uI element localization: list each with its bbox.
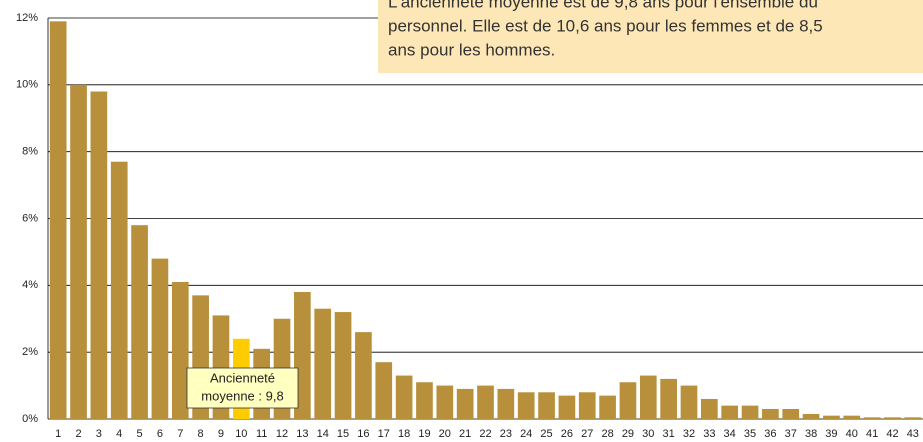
bar	[680, 385, 698, 419]
note-text: L'ancienneté moyenne est de 9,8 ans pour…	[388, 0, 818, 11]
bar	[436, 385, 454, 419]
x-tick-label: 18	[398, 428, 410, 440]
x-tick-label: 3	[96, 428, 102, 440]
x-tick-label: 40	[846, 428, 858, 440]
x-tick-label: 27	[581, 428, 593, 440]
bar	[375, 362, 393, 419]
x-tick-label: 37	[785, 428, 797, 440]
x-tick-label: 41	[866, 428, 878, 440]
bar	[151, 258, 169, 419]
note-text: personnel. Elle est de 10,6 ans pour les…	[388, 16, 823, 35]
x-tick-label: 25	[540, 428, 552, 440]
bar	[171, 281, 189, 419]
x-tick-label: 10	[235, 428, 247, 440]
x-tick-label: 36	[764, 428, 776, 440]
bar	[70, 84, 87, 419]
bar	[721, 405, 739, 419]
x-tick-label: 14	[317, 428, 329, 440]
x-tick-label: 21	[459, 428, 471, 440]
bar	[517, 392, 535, 419]
bar	[762, 408, 779, 419]
x-tick-label: 23	[500, 428, 512, 440]
bar	[843, 415, 861, 419]
x-tick-label: 2	[75, 428, 81, 440]
bar	[599, 395, 616, 419]
bar	[355, 332, 372, 419]
bar	[90, 91, 108, 420]
x-tick-label: 13	[296, 428, 308, 440]
x-tick-label: 6	[157, 428, 163, 440]
y-tick-label: 8%	[22, 146, 38, 158]
bar	[558, 395, 576, 419]
x-tick-label: 20	[439, 428, 451, 440]
bar	[110, 161, 128, 420]
x-tick-label: 15	[337, 428, 349, 440]
x-tick-label: 11	[256, 428, 267, 440]
x-tick-label: 1	[55, 428, 61, 440]
y-tick-label: 4%	[22, 279, 38, 291]
x-tick-label: 8	[198, 428, 204, 440]
annotation-text: Ancienneté	[210, 370, 275, 385]
y-tick-label: 6%	[22, 212, 38, 224]
bar	[314, 308, 332, 419]
x-tick-label: 34	[724, 428, 736, 440]
bar	[639, 375, 657, 419]
bar	[538, 392, 555, 419]
bar	[49, 21, 67, 419]
bar	[802, 413, 820, 419]
bar	[884, 417, 901, 419]
bar	[477, 385, 494, 419]
x-tick-label: 9	[218, 428, 224, 440]
bar	[456, 388, 474, 419]
annotation-box	[186, 367, 299, 409]
x-tick-label: 35	[744, 428, 756, 440]
bar	[782, 408, 800, 419]
x-tick-label: 16	[357, 428, 369, 440]
y-tick-label: 2%	[22, 346, 38, 358]
x-tick-label: 33	[703, 428, 715, 440]
x-tick-label: 43	[907, 428, 919, 440]
bar	[863, 417, 881, 419]
bar	[131, 225, 148, 419]
bar	[619, 382, 637, 419]
bar	[578, 392, 596, 419]
x-tick-label: 7	[177, 428, 183, 440]
bar	[700, 398, 718, 419]
bar	[497, 388, 515, 419]
x-tick-label: 19	[418, 428, 430, 440]
y-tick-label: 0%	[22, 413, 38, 425]
x-tick-label: 31	[663, 428, 675, 440]
bar	[416, 382, 433, 419]
note-text: ans pour les hommes.	[388, 40, 555, 59]
bar	[741, 405, 759, 419]
x-tick-label: 29	[622, 428, 634, 440]
x-tick-label: 5	[137, 428, 143, 440]
annotation-text: moyenne : 9,8	[201, 388, 283, 403]
x-tick-label: 30	[642, 428, 654, 440]
x-tick-label: 26	[561, 428, 573, 440]
bar	[823, 415, 840, 419]
bar	[660, 378, 677, 419]
x-tick-label: 39	[825, 428, 837, 440]
x-tick-label: 28	[601, 428, 613, 440]
x-tick-label: 38	[805, 428, 817, 440]
bar	[334, 312, 352, 419]
x-tick-label: 42	[886, 428, 898, 440]
x-tick-label: 4	[116, 428, 122, 440]
y-tick-label: 10%	[16, 79, 38, 91]
note-box	[378, 0, 923, 73]
x-tick-label: 32	[683, 428, 695, 440]
bar	[904, 417, 922, 419]
y-tick-label: 12%	[16, 12, 38, 24]
x-tick-label: 17	[378, 428, 390, 440]
x-tick-label: 22	[479, 428, 491, 440]
bar	[395, 375, 413, 419]
x-tick-label: 12	[276, 428, 288, 440]
x-tick-label: 24	[520, 428, 532, 440]
